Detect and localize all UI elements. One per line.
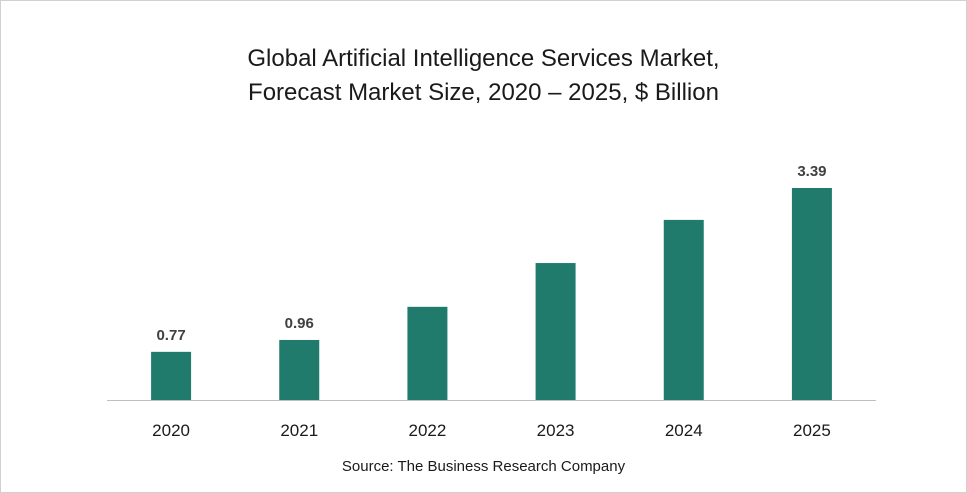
chart-title: Global Artificial Intelligence Services … (247, 45, 720, 72)
x-tick-label-2023: 2023 (537, 421, 575, 440)
data-label-2020: 0.77 (156, 327, 185, 344)
x-tick-label-2022: 2022 (409, 421, 447, 440)
chart-subtitle: Forecast Market Size, 2020 – 2025, $ Bil… (248, 79, 719, 106)
bar-2020 (151, 351, 192, 400)
data-label-2025: 3.39 (797, 163, 826, 180)
x-tick-label-2025: 2025 (793, 421, 831, 440)
x-tick-labels-group: 2020 2021 2022 2023 2024 2025 (152, 421, 831, 440)
data-label-2021: 0.96 (285, 315, 314, 332)
bar-2022 (407, 306, 448, 400)
bar-2021 (279, 339, 320, 400)
x-tick-label-2021: 2021 (280, 421, 318, 440)
x-tick-label-2024: 2024 (665, 421, 703, 440)
data-labels-group: 0.77 0.96 3.39 (156, 163, 826, 344)
bars-group (151, 188, 832, 400)
bar-2023 (535, 263, 576, 400)
bar-2024 (663, 219, 704, 400)
chart-title-block: Global Artificial Intelligence Services … (0, 42, 967, 110)
x-tick-label-2020: 2020 (152, 421, 190, 440)
bar-2025 (791, 188, 832, 400)
source-note: Source: The Business Research Company (341, 458, 626, 475)
